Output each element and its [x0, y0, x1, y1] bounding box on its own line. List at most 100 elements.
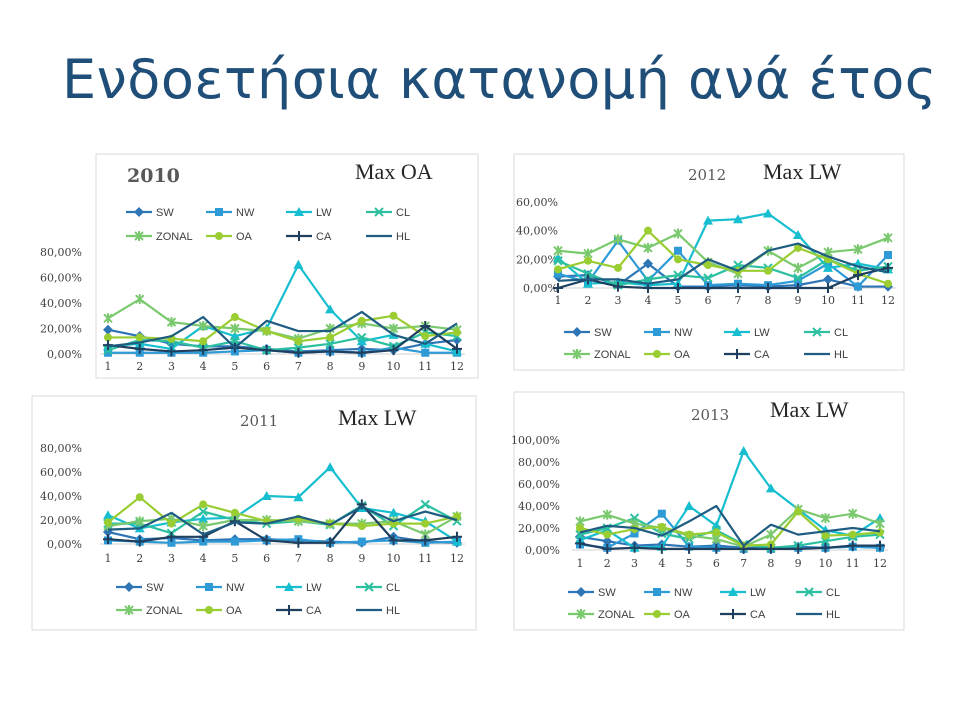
point-nw [794, 276, 802, 285]
x-tick-label: 2 [604, 557, 611, 570]
legend-label-sw: SW [146, 582, 164, 594]
series-hl [557, 242, 889, 285]
point-oa [199, 337, 208, 346]
legend-label-zonal: ZONAL [146, 605, 183, 617]
legend-marker-oa [205, 606, 213, 614]
x-tick-label: 8 [767, 557, 774, 570]
point-ca [553, 283, 563, 293]
point-oa [326, 333, 335, 342]
point-oa [884, 279, 892, 288]
point-ca [388, 535, 399, 546]
y-tick-label: 0,00% [47, 348, 82, 361]
legend-label-nw: NW [674, 587, 693, 599]
point-lw [765, 483, 776, 493]
legend-item-hl: HL [366, 231, 410, 243]
series-hl [107, 505, 458, 536]
x-tick-label: 11 [418, 360, 432, 373]
x-tick-label: 4 [200, 360, 207, 373]
point-oa [230, 313, 239, 322]
point-ca [613, 281, 623, 292]
point-oa [821, 531, 830, 540]
x-tick-label: 9 [795, 557, 802, 570]
point-oa [389, 311, 398, 320]
point-ca [733, 283, 743, 293]
chart-year-label: 2011 [240, 412, 278, 430]
x-tick-label: 6 [713, 557, 720, 570]
point-ca [261, 345, 272, 356]
point-zonal [875, 518, 885, 529]
x-tick-label: 7 [295, 552, 302, 565]
chart-legend: SW NW LW CL ZONAL OA CA HL [568, 587, 840, 621]
point-ca [711, 543, 722, 554]
y-tick-label: 60,00% [518, 478, 560, 491]
legend-marker-lw [728, 587, 738, 596]
legend-item-sw: SW [568, 587, 616, 599]
series-line-zonal [579, 508, 881, 548]
x-tick-label: 1 [577, 557, 584, 570]
chart-2012-svg: 2012 Max LW0,00%20,00%40,00%60,00%1 2 3 4 5 6 7… [513, 153, 905, 371]
legend-marker-ca [728, 609, 738, 619]
legend-marker-nw [653, 588, 661, 596]
legend-item-sw: SW [126, 207, 174, 219]
y-tick-label: 0,00% [523, 282, 558, 295]
point-zonal [135, 516, 145, 527]
legend-label-nw: NW [236, 207, 255, 219]
series-line-zonal [107, 298, 458, 340]
legend-marker-sw [134, 207, 144, 217]
point-zonal [793, 262, 803, 273]
point-oa [104, 333, 112, 342]
chart-annotation: Max LW [763, 159, 842, 184]
x-tick-label: 5 [675, 294, 682, 307]
legend-item-oa: OA [644, 349, 691, 361]
chart-2013-svg: 2013 Max LW 0,00% 20,00% 40,00% 60,00% 80,00% 1… [511, 391, 905, 631]
legend-item-sw: SW [116, 582, 164, 594]
legend-label-ca: CA [754, 349, 770, 361]
point-zonal [166, 317, 177, 328]
x-tick-label: 4 [645, 294, 652, 307]
point-ca [293, 537, 304, 548]
legend-label-ca: CA [750, 609, 766, 621]
chart-year-label: 2012 [688, 166, 726, 184]
legend-item-cl: CL [796, 587, 840, 599]
point-ca [356, 347, 367, 358]
legend-marker-ca [284, 605, 294, 615]
page-title: Ενδοετήσια κατανομή ανά έτος [62, 48, 937, 111]
legend-label-hl: HL [826, 609, 840, 621]
point-zonal [602, 509, 612, 520]
point-lw [763, 208, 773, 218]
point-ca [420, 320, 431, 331]
y-tick-label: 40,00% [516, 225, 558, 238]
legend-marker-cl [374, 207, 384, 217]
point-ca [823, 283, 833, 293]
point-zonal [198, 521, 208, 531]
legend-label-hl: HL [396, 231, 410, 243]
point-zonal [553, 245, 563, 256]
legend-marker-sw [576, 587, 586, 597]
x-tick-label: 8 [327, 552, 334, 565]
series-ca [103, 320, 462, 358]
point-ca [703, 283, 713, 293]
series-oa [104, 311, 461, 346]
point-ca [166, 531, 177, 542]
legend-label-sw: SW [156, 207, 174, 219]
legend-marker-lw [294, 207, 304, 216]
x-tick-label: 12 [450, 552, 464, 565]
point-nw [554, 269, 562, 278]
legend-marker-nw [205, 583, 213, 591]
legend-item-nw: NW [206, 207, 255, 219]
legend-item-zonal: ZONAL [116, 605, 183, 617]
y-tick-label: 80,00% [40, 246, 82, 259]
series-line-ca [557, 266, 889, 290]
series-ca [553, 262, 893, 293]
point-ca [793, 543, 804, 554]
x-tick-label: 9 [795, 294, 802, 307]
point-oa [764, 266, 772, 275]
chart-legend: SW NW LW CL ZONAL OA CA HL [116, 582, 400, 617]
x-tick-label: 10 [821, 294, 835, 307]
y-tick-label: 80,00% [518, 456, 560, 469]
y-tick-label: 20,00% [40, 514, 82, 527]
y-tick-label: 100,00% [511, 434, 560, 447]
point-lw [325, 462, 336, 472]
chart-2010-svg: 2010 Max OA 0,00% 20,00% 40,00% 60,00% 80,00% 1… [40, 153, 479, 379]
legend-marker-zonal [124, 605, 134, 615]
